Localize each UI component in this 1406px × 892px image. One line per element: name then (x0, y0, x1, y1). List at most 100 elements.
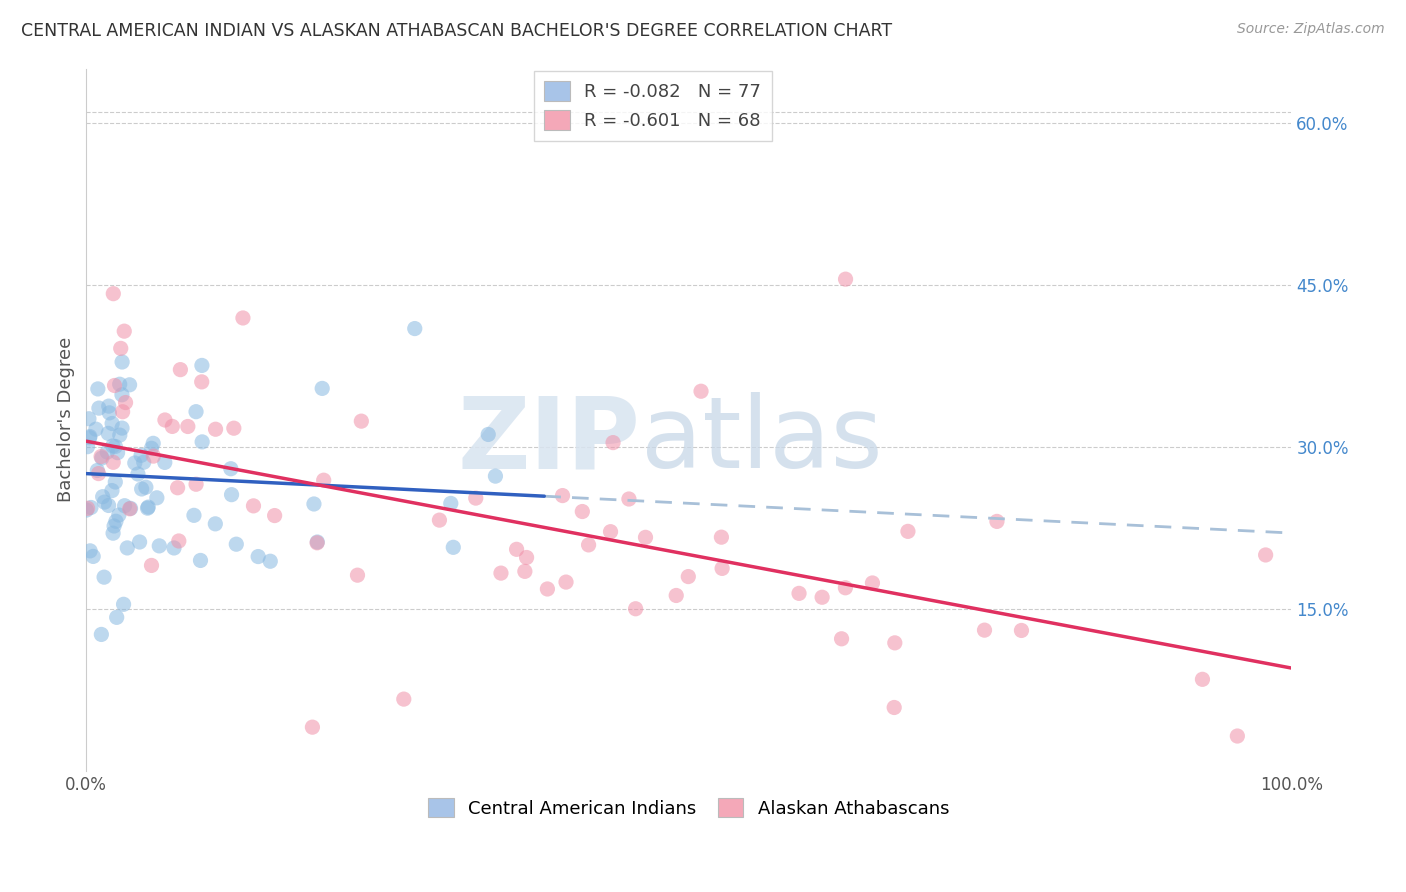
Point (128, 535, 150, 549)
Point (190, 375, 212, 389)
Point (141, 442, 163, 456)
Point (93, 570, 115, 584)
Point (93, 495, 115, 509)
Point (302, 497, 325, 511)
Point (82, 549, 104, 564)
Point (484, 469, 506, 483)
Point (513, 565, 536, 579)
Y-axis label: Bachelor's Degree: Bachelor's Degree (58, 337, 75, 502)
Point (599, 524, 621, 539)
Point (108, 377, 131, 392)
Point (834, 581, 856, 595)
Point (536, 582, 558, 596)
Point (162, 419, 184, 434)
Point (464, 491, 486, 505)
Point (153, 413, 176, 427)
Point (665, 589, 688, 603)
Point (132, 455, 155, 469)
Point (87, 401, 110, 416)
Point (1254, 548, 1277, 562)
Text: atlas: atlas (641, 392, 883, 489)
Point (190, 553, 212, 567)
Point (973, 623, 995, 637)
Point (98, 406, 121, 420)
Point (118, 501, 141, 516)
Point (111, 388, 134, 402)
Point (219, 461, 242, 475)
Point (578, 538, 600, 552)
Point (103, 519, 125, 533)
Point (184, 477, 207, 491)
Point (79, 431, 101, 445)
Point (79, 429, 101, 443)
Point (221, 488, 243, 502)
Point (225, 537, 247, 551)
Point (555, 575, 578, 590)
Point (136, 500, 159, 514)
Point (75, 503, 97, 517)
Point (97, 499, 120, 513)
Point (167, 533, 190, 548)
Point (131, 482, 153, 496)
Point (107, 445, 129, 459)
Point (86, 463, 108, 477)
Point (120, 501, 142, 516)
Point (184, 405, 207, 419)
Point (114, 395, 136, 409)
Point (166, 481, 188, 495)
Point (112, 597, 135, 611)
Point (177, 419, 200, 434)
Point (90, 450, 112, 464)
Legend: Central American Indians, Alaskan Athabascans: Central American Indians, Alaskan Athaba… (422, 790, 956, 825)
Point (897, 524, 920, 539)
Point (571, 504, 593, 518)
Point (169, 362, 191, 376)
Point (1191, 673, 1213, 687)
Point (103, 455, 125, 469)
Point (104, 440, 127, 454)
Point (146, 491, 169, 505)
Point (624, 601, 647, 615)
Point (222, 421, 245, 435)
Point (91, 490, 114, 504)
Point (104, 475, 127, 489)
Point (111, 405, 134, 419)
Point (105, 610, 128, 624)
Point (101, 439, 124, 453)
Point (312, 473, 335, 487)
Point (103, 378, 125, 392)
Point (602, 435, 624, 450)
Point (191, 434, 214, 449)
Point (811, 591, 834, 605)
Point (191, 359, 214, 373)
Point (118, 377, 141, 392)
Point (104, 514, 127, 528)
Point (79, 544, 101, 558)
Point (617, 491, 640, 506)
Point (429, 513, 451, 527)
Point (117, 541, 139, 555)
Point (77, 411, 100, 425)
Point (505, 542, 527, 557)
Point (711, 561, 734, 575)
Point (96, 445, 118, 459)
Point (114, 499, 136, 513)
Point (440, 496, 463, 510)
Point (831, 632, 853, 646)
Point (301, 720, 323, 734)
Point (84, 422, 107, 436)
Point (834, 272, 856, 286)
Point (108, 428, 131, 442)
Point (101, 526, 124, 541)
Point (232, 310, 254, 325)
Point (489, 566, 512, 581)
Point (87, 467, 110, 481)
Point (90, 450, 112, 465)
Point (862, 576, 884, 591)
Point (110, 342, 132, 356)
Point (111, 421, 134, 435)
Point (76, 440, 98, 454)
Point (441, 541, 464, 555)
Point (1010, 624, 1032, 638)
Point (129, 448, 152, 462)
